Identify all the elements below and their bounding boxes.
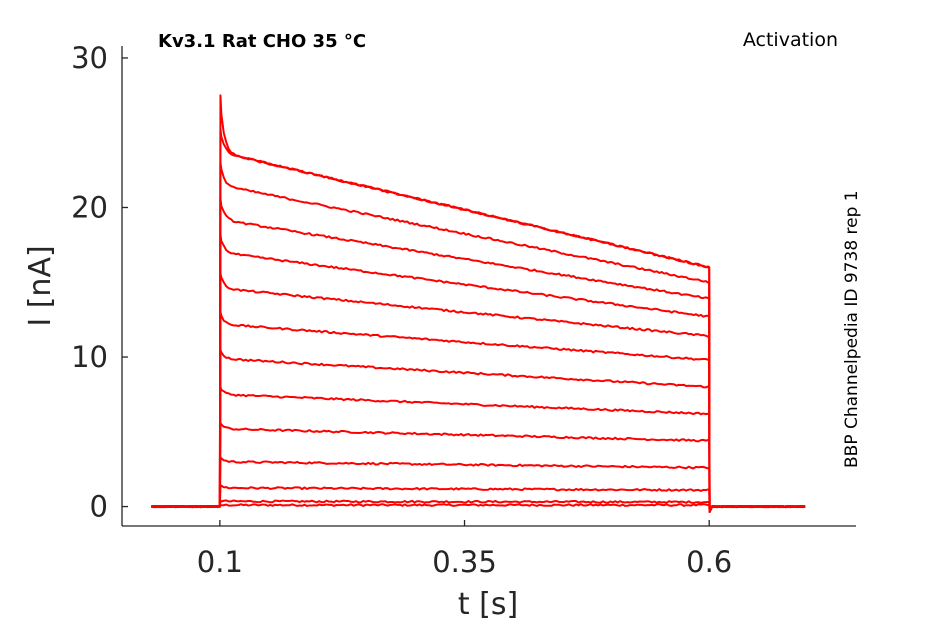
current-trace [151, 385, 806, 513]
current-trace [151, 421, 806, 513]
y-tick-label: 10 [71, 340, 108, 374]
current-trace [151, 272, 806, 513]
current-trace [151, 503, 806, 513]
x-tick-label: 0.35 [432, 545, 497, 579]
source-label: BBP Channelpedia ID 9738 rep 1 [842, 190, 862, 468]
current-trace [151, 499, 806, 513]
chart-title: Kv3.1 Rat CHO 35 °C [158, 31, 366, 52]
y-tick-label: 20 [71, 190, 108, 224]
current-trace [151, 161, 806, 513]
current-trace [151, 197, 806, 513]
x-tick-label: 0.1 [197, 545, 243, 579]
current-trace [151, 94, 806, 513]
current-trace [151, 128, 806, 513]
current-trace [151, 233, 806, 513]
current-trace [151, 348, 806, 513]
x-axis-label: t [s] [458, 587, 518, 622]
x-ticks: 0.1 0.35 0.6 [197, 520, 732, 579]
current-trace [151, 484, 806, 513]
current-trace [151, 311, 806, 513]
protocol-label: Activation [743, 29, 838, 51]
x-tick-label: 0.6 [686, 545, 732, 579]
traces [151, 94, 806, 513]
y-axis-label: I [nA] [23, 245, 58, 326]
current-trace [151, 456, 806, 513]
y-tick-label: 0 [90, 490, 108, 524]
y-ticks: 0 10 20 30 [71, 41, 128, 524]
y-tick-label: 30 [71, 41, 108, 75]
